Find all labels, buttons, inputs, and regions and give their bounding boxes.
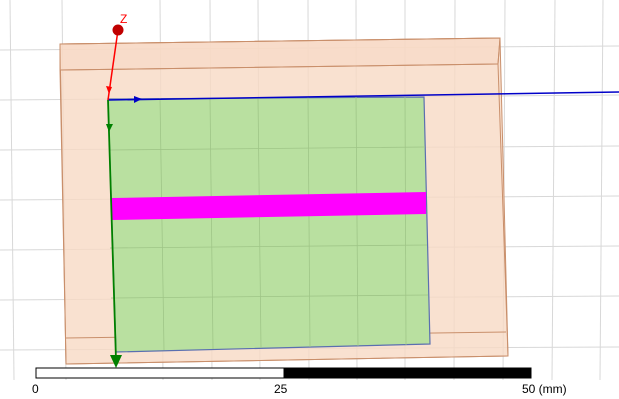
scale-bar: 0 25 50 (mm) [32,367,567,396]
z-axis-endpoint [112,24,124,36]
scale-bar-dark-segment [283,367,532,379]
y-axis-arrowhead-small [106,124,113,132]
x-axis-line [107,91,619,101]
z-axis-arrowhead [106,86,112,94]
y-axis-arrowhead [110,355,122,368]
scale-label-start: 0 [32,382,39,396]
scale-label-mid: 25 [274,382,288,396]
microstrip-line[interactable] [112,192,426,220]
scale-label-end: 50 (mm) [522,382,567,396]
ground-plane[interactable] [107,96,431,353]
z-axis-label: Z [120,12,127,26]
scale-bar-light-segment [35,367,285,379]
coordinate-axes: Z [106,12,619,368]
y-axis-line [107,99,117,361]
ground-plane-gridlines [108,96,429,351]
x-axis-arrowhead [134,96,142,103]
